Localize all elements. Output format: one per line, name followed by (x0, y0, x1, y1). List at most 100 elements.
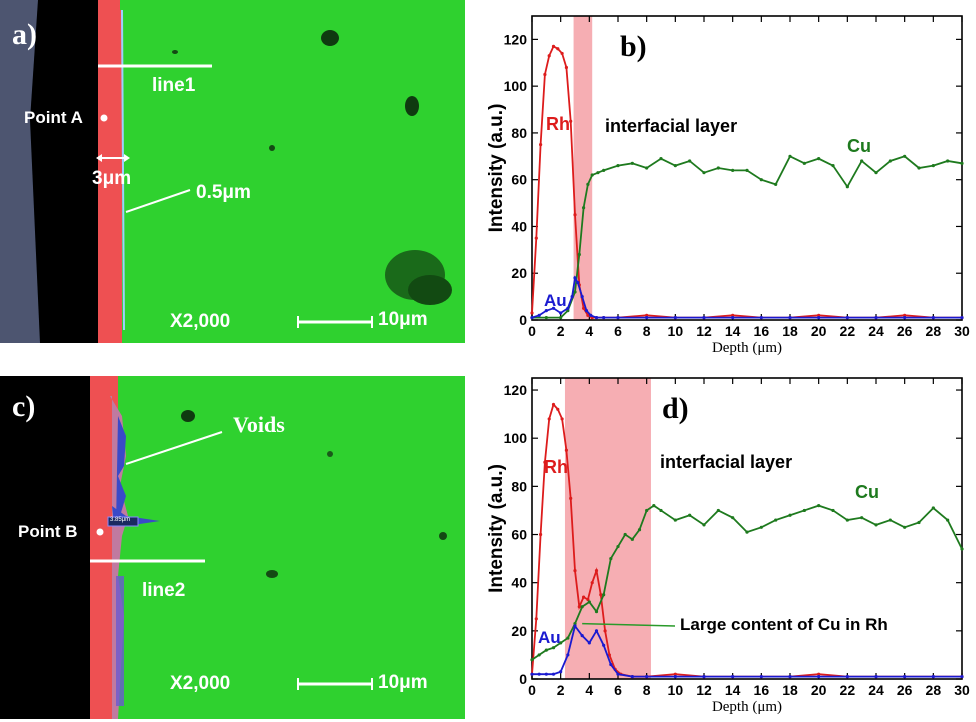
data-point-cu (917, 166, 921, 170)
x-tick-label: 2 (557, 323, 565, 339)
width-3um-label: 3μm (92, 168, 132, 189)
data-point-au (874, 316, 878, 320)
data-point-cu (888, 159, 892, 163)
data-point-au (573, 624, 577, 628)
data-point-cu (623, 532, 627, 537)
data-point-au (530, 672, 534, 676)
series-line-rh (531, 45, 962, 319)
y-axis-label: Intensity (a.u.) (486, 104, 507, 233)
x-tick-label: 28 (926, 323, 942, 339)
data-point-au (584, 309, 589, 313)
x-tick-label: 26 (897, 323, 913, 339)
x-tick-label: 10 (668, 323, 684, 339)
data-point-au (544, 309, 548, 313)
data-point-au (845, 316, 849, 320)
interface-05um-label: 0.5μm (196, 182, 251, 203)
series-line-cu (531, 504, 963, 661)
data-point-cu (559, 641, 563, 645)
data-point-cu (774, 518, 778, 522)
data-point-cu (602, 593, 606, 597)
data-point-rh (530, 311, 534, 315)
data-point-au (573, 276, 577, 280)
point-a-label: Point A (24, 108, 83, 127)
data-point-cu (580, 605, 584, 609)
data-point-au (576, 280, 580, 285)
data-point-au (594, 629, 599, 633)
y-tick-label: 20 (511, 265, 527, 281)
y-tick-label: 80 (511, 125, 527, 141)
data-point-rh (556, 407, 560, 411)
data-point-rh (599, 593, 603, 597)
legend-cu: Cu (855, 482, 879, 502)
data-point-rh (573, 213, 577, 217)
data-point-cu (931, 164, 935, 168)
data-point-cu (774, 182, 778, 186)
data-point-au (702, 674, 706, 679)
data-point-cu (931, 506, 935, 510)
annotation-text: Large content of Cu in Rh (680, 615, 888, 634)
x-tick-label: 14 (725, 682, 741, 698)
x-tick-label: 10 (668, 682, 684, 698)
data-point-rh (586, 597, 590, 602)
data-point-au (759, 674, 763, 679)
data-point-cu (544, 316, 548, 320)
data-point-rh (556, 47, 560, 51)
data-point-cu (946, 159, 950, 163)
interfacial-band (564, 378, 651, 679)
x-tick-label: 30 (954, 323, 970, 339)
data-point-cu (860, 516, 864, 520)
data-point-au (903, 674, 907, 679)
data-point-rh (534, 617, 538, 621)
data-point-au (817, 316, 821, 320)
data-point-au (931, 316, 935, 320)
data-point-au (845, 674, 849, 679)
data-point-rh (673, 672, 677, 676)
sem-map-c (0, 376, 465, 719)
data-point-au (589, 313, 593, 317)
measure-tag: 3.85μm (110, 517, 131, 523)
sem-image-a: a) line1 Point A 3μm 0.5μm X2,000 10μm (0, 0, 465, 343)
data-point-cu (616, 544, 620, 549)
data-point-au (551, 672, 556, 676)
data-point-cu (609, 557, 613, 561)
y-tick-label: 20 (511, 623, 527, 639)
data-point-cu (960, 547, 964, 551)
data-point-rh (817, 672, 821, 676)
data-point-rh (534, 236, 538, 240)
sem-map-a (0, 0, 465, 343)
x-tick-label: 14 (725, 323, 741, 339)
data-point-cu (788, 513, 792, 517)
series-line-au (531, 275, 962, 319)
data-point-rh (903, 313, 907, 317)
data-point-cu (630, 537, 634, 541)
data-point-cu (745, 168, 749, 172)
data-point-au (931, 674, 935, 679)
data-point-au (580, 634, 584, 638)
data-point-au (537, 672, 541, 676)
data-point-au (630, 674, 634, 679)
data-point-cu (831, 164, 835, 168)
data-point-au (874, 674, 878, 679)
line2-label: line2 (142, 580, 186, 601)
data-point-cu (688, 513, 692, 517)
x-tick-label: 26 (897, 682, 913, 698)
data-point-cu (582, 206, 586, 210)
x-tick-label: 4 (585, 682, 593, 698)
data-point-rh (586, 313, 590, 317)
data-point-au (903, 316, 907, 320)
data-point-cu (731, 168, 735, 172)
y-tick-label: 120 (504, 382, 528, 398)
point-b-label: Point B (18, 522, 78, 541)
data-point-cu (845, 518, 849, 522)
data-point-au (731, 674, 735, 679)
data-point-au (530, 316, 534, 320)
data-point-rh (582, 306, 586, 310)
data-point-cu (652, 504, 656, 508)
x-tick-label: 20 (811, 682, 827, 698)
x-tick-label: 22 (840, 323, 856, 339)
data-point-cu (702, 523, 706, 527)
data-point-au (960, 316, 964, 320)
data-point-cu (630, 161, 634, 165)
panel-label-b: b) (620, 30, 647, 63)
x-tick-label: 22 (840, 682, 856, 698)
